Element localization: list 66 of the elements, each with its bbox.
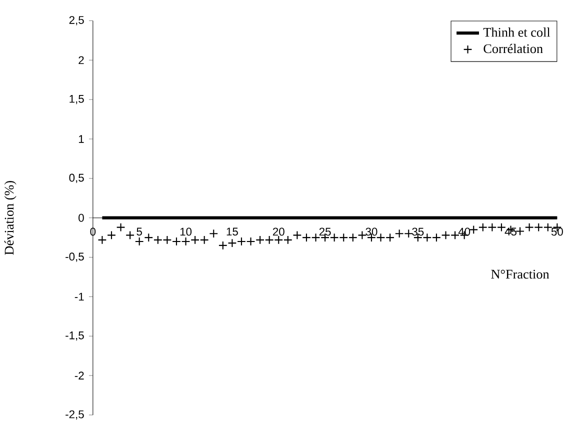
x-tick-label: 45 xyxy=(504,228,516,236)
point xyxy=(153,236,162,244)
y-tick-label: -2,5 xyxy=(66,410,84,420)
point xyxy=(209,229,218,238)
y-tick-label: -1,5 xyxy=(66,332,84,341)
y-tick-label: -1 xyxy=(74,292,84,301)
point xyxy=(330,233,339,242)
point xyxy=(516,226,525,236)
point xyxy=(98,236,107,244)
x-tick-label: 30 xyxy=(366,228,378,236)
x-tick-label: 10 xyxy=(180,228,192,236)
point xyxy=(264,236,274,244)
point xyxy=(116,222,126,232)
y-tick-label: 1 xyxy=(78,135,84,143)
point xyxy=(228,238,237,248)
point xyxy=(432,233,441,242)
x-tick-label: 35 xyxy=(412,228,424,236)
point xyxy=(256,236,265,244)
point xyxy=(172,237,181,246)
point xyxy=(246,237,256,246)
point xyxy=(386,233,395,242)
legend-label: Corrélation xyxy=(484,44,543,54)
y-tick-label: 0 xyxy=(78,214,84,222)
x-tick-label: 20 xyxy=(272,228,284,236)
x-tick-label: 50 xyxy=(551,228,563,236)
point xyxy=(302,233,311,242)
point xyxy=(274,236,284,244)
point xyxy=(218,241,228,250)
x-tick-label: 25 xyxy=(319,228,331,236)
point xyxy=(358,230,367,240)
point xyxy=(394,229,404,238)
x-axis-title: N°Fraction xyxy=(491,270,550,279)
point xyxy=(488,222,497,232)
point xyxy=(190,236,200,244)
point xyxy=(126,230,135,240)
point xyxy=(524,222,534,232)
point xyxy=(478,222,488,232)
point xyxy=(534,222,544,232)
y-tick-label: 1,5 xyxy=(70,95,84,104)
point xyxy=(162,236,172,244)
y-tick-label: -2 xyxy=(74,372,84,380)
point xyxy=(144,233,154,242)
y-tick-label: 2,5 xyxy=(69,16,84,26)
x-tick-label: 5 xyxy=(136,228,142,236)
point xyxy=(237,237,246,246)
point xyxy=(283,236,292,244)
y-tick-label: 2 xyxy=(78,56,84,64)
y-tick-label: 0,5 xyxy=(69,174,84,184)
x-tick-label: 15 xyxy=(226,228,238,236)
point xyxy=(292,230,302,240)
y-axis-title: Déviation (%) xyxy=(4,181,16,255)
point xyxy=(348,233,358,242)
legend-label: Thinh et coll xyxy=(483,28,550,37)
point xyxy=(543,222,552,232)
point xyxy=(422,233,432,242)
x-tick-label: 40 xyxy=(458,228,470,236)
y-tick-label: -0,5 xyxy=(66,252,84,262)
point xyxy=(200,236,209,244)
point xyxy=(339,233,348,242)
point xyxy=(107,230,116,240)
point xyxy=(181,237,190,246)
point xyxy=(311,233,320,242)
point xyxy=(376,233,386,242)
point xyxy=(497,222,506,232)
point xyxy=(134,237,144,246)
point xyxy=(441,230,450,240)
